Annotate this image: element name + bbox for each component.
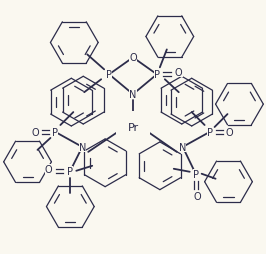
Text: O: O	[175, 68, 182, 78]
Text: N: N	[129, 90, 137, 100]
Text: P: P	[154, 70, 160, 80]
Text: P: P	[52, 128, 59, 137]
Text: P: P	[207, 128, 213, 137]
Text: N: N	[179, 142, 186, 152]
Text: P: P	[193, 169, 199, 179]
Text: O: O	[226, 128, 233, 137]
Text: Pr: Pr	[127, 122, 139, 133]
Text: N: N	[78, 142, 86, 152]
Text: O: O	[32, 128, 39, 137]
Text: O: O	[45, 164, 52, 174]
Text: O: O	[194, 191, 201, 201]
Text: P: P	[67, 166, 73, 176]
Text: P: P	[106, 70, 112, 80]
Text: O: O	[129, 53, 137, 63]
